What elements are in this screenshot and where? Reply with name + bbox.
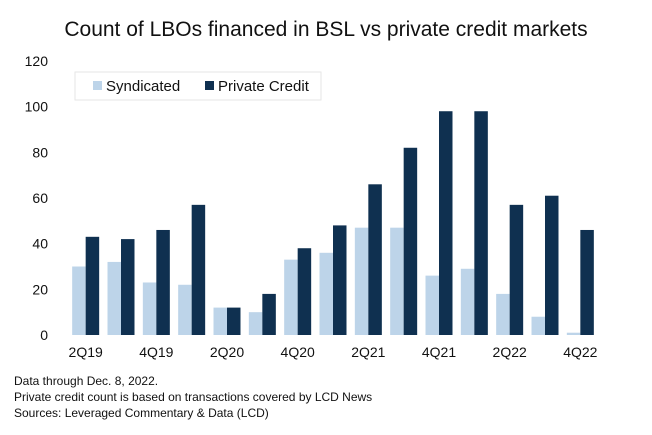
x-tick-label: 4Q22 <box>563 344 597 360</box>
bar-syndicated-1Q21 <box>319 252 333 335</box>
note-data-date: Data through Dec. 8, 2022. <box>14 374 159 388</box>
bar-private-credit-4Q20 <box>297 248 312 335</box>
y-tick-label: 120 <box>25 53 49 69</box>
bar-syndicated-3Q20 <box>248 312 263 335</box>
bar-syndicated-2Q21 <box>354 227 369 335</box>
bar-syndicated-4Q21 <box>425 275 439 335</box>
bar-syndicated-2Q22 <box>496 293 510 335</box>
bar-private-credit-1Q21 <box>333 225 347 335</box>
bar-syndicated-4Q22 <box>566 332 581 335</box>
bar-syndicated-4Q20 <box>284 259 298 335</box>
chart-title: Count of LBOs financed in BSL vs private… <box>64 18 588 41</box>
legend-swatch <box>205 81 214 90</box>
y-tick-label: 80 <box>32 144 48 160</box>
y-tick-label: 20 <box>32 281 48 297</box>
y-tick-label: 60 <box>32 190 48 206</box>
bar-private-credit-2Q20 <box>227 307 241 335</box>
x-tick-label: 2Q19 <box>69 344 103 360</box>
x-tick-label: 2Q22 <box>493 344 527 360</box>
bar-private-credit-3Q20 <box>262 293 276 335</box>
x-tick-label: 4Q20 <box>281 344 315 360</box>
legend-swatch <box>93 81 102 90</box>
bar-private-credit-3Q22 <box>545 195 559 335</box>
bar-private-credit-3Q19 <box>121 239 135 335</box>
y-tick-label: 0 <box>40 327 48 343</box>
y-tick-label: 40 <box>32 236 48 252</box>
bar-private-credit-2Q19 <box>85 236 100 335</box>
bar-private-credit-1Q20 <box>191 204 206 335</box>
note-sources: Sources: Leveraged Commentary & Data (LC… <box>14 406 269 420</box>
legend-label: Private Credit <box>218 78 310 95</box>
legend <box>74 71 322 101</box>
bar-private-credit-4Q19 <box>156 229 170 335</box>
x-tick-label: 4Q19 <box>139 344 173 360</box>
bar-private-credit-2Q21 <box>368 184 382 335</box>
bar-private-credit-4Q22 <box>580 229 594 335</box>
bar-syndicated-1Q20 <box>178 284 192 335</box>
bar-syndicated-1Q22 <box>460 268 475 335</box>
plot-area: 0 20 40 60 80 100 120 2Q19 4Q19 2Q20 4Q20 2Q21 4Q21 2… <box>25 53 598 360</box>
x-tick-label: 4Q21 <box>422 344 456 360</box>
bar-private-credit-3Q21 <box>403 147 418 335</box>
bar-syndicated-3Q22 <box>531 316 545 335</box>
bar-syndicated-2Q20 <box>213 307 227 335</box>
legend-label: Syndicated <box>106 78 180 95</box>
note-private-credit: Private credit count is based on transac… <box>14 390 373 404</box>
bar-private-credit-1Q22 <box>474 111 488 335</box>
bar-private-credit-2Q22 <box>509 204 524 335</box>
x-tick-label: 2Q20 <box>210 344 244 360</box>
bar-syndicated-3Q19 <box>107 261 121 335</box>
bar-syndicated-2Q19 <box>72 266 86 335</box>
x-tick-label: 2Q21 <box>351 344 385 360</box>
bar-syndicated-4Q19 <box>142 282 157 335</box>
bar-syndicated-3Q21 <box>390 227 404 335</box>
bar-private-credit-4Q21 <box>439 111 453 335</box>
y-tick-label: 100 <box>25 99 49 115</box>
